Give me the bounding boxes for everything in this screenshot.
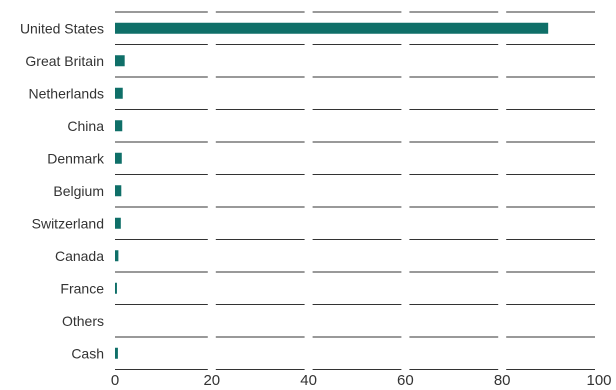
bar xyxy=(115,282,117,294)
bar xyxy=(115,250,119,262)
category-label: Cash xyxy=(71,345,104,361)
category-label: Switzerland xyxy=(32,215,104,231)
x-tick-label: 20 xyxy=(203,372,220,389)
category-label: Belgium xyxy=(53,183,104,199)
x-tick-label: 40 xyxy=(300,372,317,389)
x-tick-label: 0 xyxy=(111,372,119,389)
category-label: Denmark xyxy=(47,150,105,166)
category-label: Great Britain xyxy=(25,53,104,69)
bar xyxy=(115,55,125,67)
bar xyxy=(115,185,122,197)
bar xyxy=(115,152,122,164)
x-tick-label: 100 xyxy=(586,372,611,389)
category-label: Canada xyxy=(55,248,104,264)
category-label: Netherlands xyxy=(29,85,105,101)
grid-layer xyxy=(115,11,595,370)
bar xyxy=(115,120,123,132)
category-label: United States xyxy=(20,20,104,36)
category-label: France xyxy=(60,280,104,296)
bar xyxy=(115,87,123,99)
category-label: China xyxy=(67,118,104,134)
x-axis-ticks: 0 20 40 60 80 100 xyxy=(111,372,612,389)
category-labels: United States Great Britain Netherlands Chi… xyxy=(20,20,105,361)
category-label: Others xyxy=(62,313,104,329)
bar xyxy=(115,22,549,34)
x-tick-label: 80 xyxy=(494,372,511,389)
bar-layer xyxy=(115,22,549,359)
bar xyxy=(115,347,118,359)
bar xyxy=(115,217,121,229)
x-tick-label: 60 xyxy=(397,372,414,389)
